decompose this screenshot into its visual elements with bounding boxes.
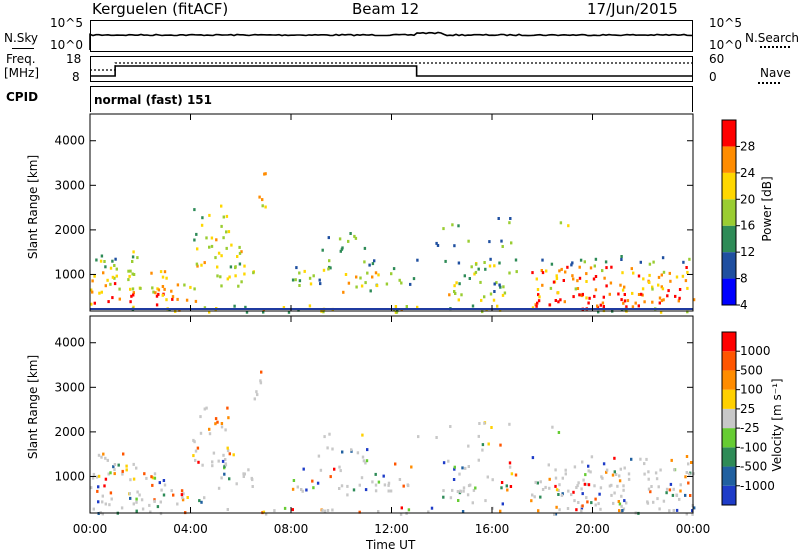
velocity-colorbar-tick-label: -100 (740, 440, 767, 454)
power-ytick-label: 1000 (54, 267, 85, 281)
freq-tick-bottom: 8 (72, 70, 80, 84)
x-tick-label: 16:00 (475, 522, 510, 536)
nave-line-key (758, 82, 780, 84)
power-heatmap-cells (90, 172, 696, 314)
cpid-label: CPID (6, 90, 39, 104)
nave-tick-top: 60 (709, 52, 725, 66)
power-colorbar-swatch (722, 172, 736, 200)
x-axis-label: Time UT (366, 538, 416, 552)
x-tick-label: 08:00 (274, 522, 309, 536)
velocity-ytick-label: 1000 (54, 469, 85, 483)
freq-line (90, 65, 693, 77)
velocity-colorbar-tick-label: 500 (740, 363, 763, 377)
nsky-label: N.Sky (4, 31, 39, 45)
noise-tick-right-top: 10^5 (709, 16, 742, 30)
velocity-colorbar-swatch (722, 351, 736, 371)
noise-tick-left-top: 10^5 (50, 16, 83, 30)
x-tick-label: 00:00 (73, 522, 108, 536)
power-ylabel: Slant Range [km] (26, 154, 40, 260)
velocity-colorbar-swatch (722, 389, 736, 409)
freq-panel (90, 56, 693, 82)
x-tick-label: 00:00 (676, 522, 711, 536)
freq-label: Freq. (6, 52, 36, 66)
velocity-colorbar-tick-label: 100 (740, 383, 763, 397)
power-colorbar-tick-label: 28 (740, 139, 755, 153)
station-title: Kerguelen (fitACF) (92, 0, 229, 18)
velocity-ytick-label: 4000 (54, 336, 85, 350)
velocity-colorbar-frame (721, 331, 737, 506)
beam-title: Beam 12 (352, 0, 420, 18)
velocity-colorbar-swatch (722, 428, 736, 448)
x-tick-label: 04:00 (173, 522, 208, 536)
cpid-value: normal (fast) 151 (94, 93, 212, 107)
power-colorbar-swatch (722, 199, 736, 226)
date-title: 17/Jun/2015 (587, 0, 678, 18)
power-colorbar-tick-label: 12 (740, 245, 755, 259)
power-frame (89, 113, 694, 312)
power-colorbar-swatch (722, 225, 736, 253)
velocity-colorbar-swatch (722, 332, 736, 352)
noise-tick-right-bottom: 10^0 (709, 38, 742, 52)
velocity-heatmap-cells (90, 370, 696, 516)
nave-tick-bottom: 0 (709, 70, 717, 84)
x-tick-label: 20:00 (575, 522, 610, 536)
nsearch-label: N.Search (745, 31, 800, 45)
nsky-line-key (12, 48, 34, 49)
velocity-colorbar-tick-label: -25 (740, 421, 760, 435)
power-ytick-label: 2000 (54, 223, 85, 237)
x-tick-label: 12:00 (374, 522, 409, 536)
power-colorbar-tick-label: 8 (740, 272, 748, 286)
cpid-panel (90, 86, 693, 112)
velocity-ytick-label: 2000 (54, 425, 85, 439)
power-ytick-label: 4000 (54, 134, 85, 148)
velocity-colorbar-swatch (722, 485, 736, 505)
power-colorbar-label: Power [dB] (760, 176, 774, 242)
nsky-line (89, 31, 694, 50)
freq-tick-top: 18 (66, 52, 82, 66)
nsearch-line-key (760, 46, 790, 48)
power-ytick-label: 3000 (54, 178, 85, 192)
power-colorbar-tick-label: 20 (740, 192, 755, 206)
power-colorbar-tick-label: 16 (740, 219, 755, 233)
freq-unit: [MHz] (4, 66, 40, 80)
velocity-colorbar-tick-label: -500 (740, 460, 767, 474)
velocity-frame (89, 315, 694, 514)
power-colorbar-swatch (722, 120, 736, 147)
velocity-colorbar-swatch (722, 408, 736, 429)
velocity-colorbar-tick-label: 25 (740, 402, 755, 416)
power-colorbar-frame (721, 119, 737, 306)
velocity-colorbar-swatch (722, 447, 736, 467)
power-colorbar-swatch (722, 146, 736, 173)
velocity-colorbar-swatch (722, 466, 736, 486)
nave-line (90, 62, 693, 71)
power-colorbar-swatch (722, 252, 736, 279)
noise-tick-left-bottom: 10^0 (50, 38, 83, 52)
power-colorbar-tick-label: 24 (740, 166, 755, 180)
power-colorbar-tick-label: 4 (740, 298, 748, 312)
velocity-colorbar-tick-label: -1000 (740, 479, 775, 493)
velocity-colorbar-tick-label: 1000 (740, 344, 771, 358)
nave-label: Nave (760, 66, 791, 80)
velocity-ytick-label: 3000 (54, 380, 85, 394)
power-colorbar-swatch (722, 278, 736, 305)
velocity-colorbar-swatch (722, 370, 736, 390)
velocity-ylabel: Slant Range [km] (26, 354, 40, 460)
velocity-colorbar-label: Velocity [m s⁻¹] (770, 378, 784, 472)
